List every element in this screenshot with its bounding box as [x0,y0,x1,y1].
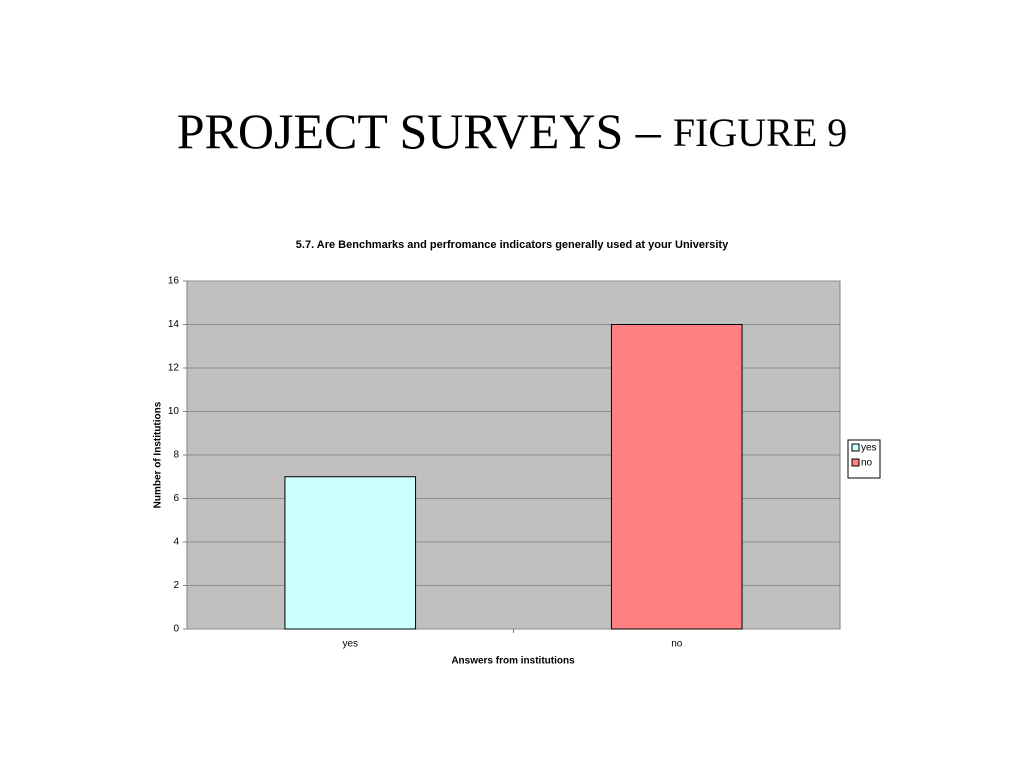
y-tick-label: 2 [173,580,179,591]
legend-swatch [851,458,860,467]
slide-title: PROJECT SURVEYS – FIGURE 9 [177,103,848,159]
slide-title-sub: FIGURE 9 [673,110,847,155]
x-tick-label: no [671,639,683,650]
y-tick-label: 10 [168,406,180,417]
y-tick-label: 16 [168,276,180,287]
legend-swatch [851,443,860,452]
y-tick-label: 6 [173,493,179,504]
y-tick-label: 12 [168,363,180,374]
y-tick-label: 8 [173,450,179,461]
bar [284,476,417,630]
x-tick-label: yes [342,639,358,650]
y-tick-label: 14 [168,319,180,330]
chart-title: 5.7. Are Benchmarks and perfromance indi… [296,239,729,251]
y-axis-label: Number of Institutions [153,401,164,508]
x-axis-label: Answers from institutions [451,656,575,667]
slide-title-main: PROJECT SURVEYS – [177,103,662,159]
bar [610,324,743,630]
y-tick-label: 4 [173,537,179,548]
legend-label: yes [861,443,877,454]
legend-label: no [861,458,873,469]
y-tick-label: 0 [173,624,179,635]
